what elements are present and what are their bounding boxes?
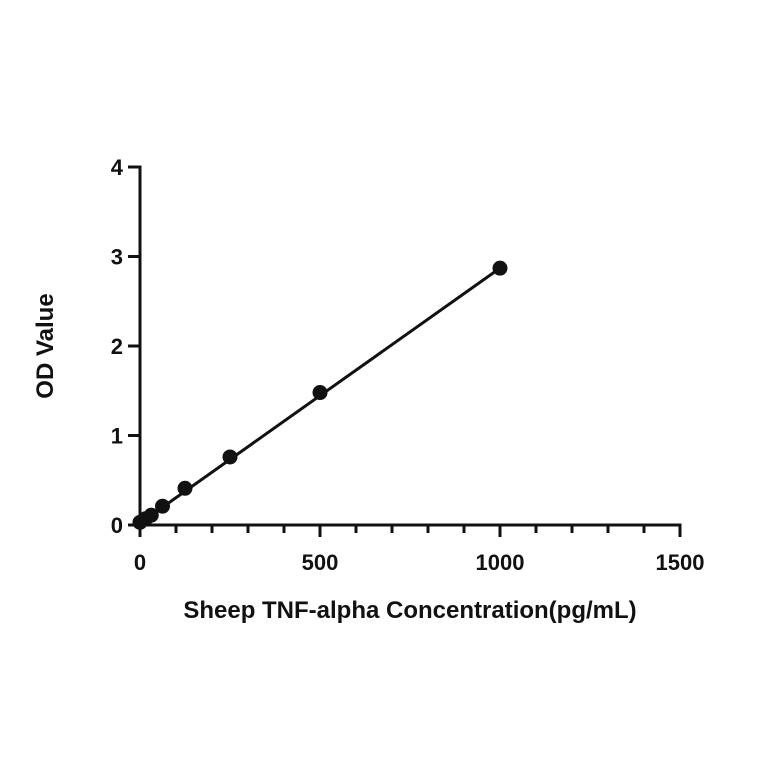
data-point: [222, 449, 238, 465]
y-tick-label: 4: [111, 155, 124, 180]
y-tick-label: 3: [111, 245, 123, 270]
data-point: [143, 507, 159, 523]
x-tick-label: 1500: [656, 550, 705, 575]
x-axis-title: Sheep TNF-alpha Concentration(pg/mL): [183, 597, 636, 624]
data-point: [155, 498, 170, 514]
data-point: [492, 260, 508, 276]
data-point: [177, 480, 193, 496]
x-axis-ticks: [138, 525, 682, 537]
y-tick-label: 1: [111, 424, 123, 449]
y-axis-ticks: [128, 165, 140, 527]
x-tick-labels: 0 500 1000 1500: [134, 550, 705, 575]
y-axis-title: OD Value: [32, 293, 59, 398]
data-point: [312, 385, 328, 401]
x-tick-label: 500: [302, 550, 339, 575]
y-tick-label: 2: [111, 334, 123, 359]
y-tick-label: 0: [111, 513, 123, 538]
data-points: [132, 260, 508, 530]
y-tick-labels: 0 1 2 3 4: [111, 155, 124, 538]
x-tick-label: 1000: [476, 550, 525, 575]
x-tick-label: 0: [134, 550, 146, 575]
